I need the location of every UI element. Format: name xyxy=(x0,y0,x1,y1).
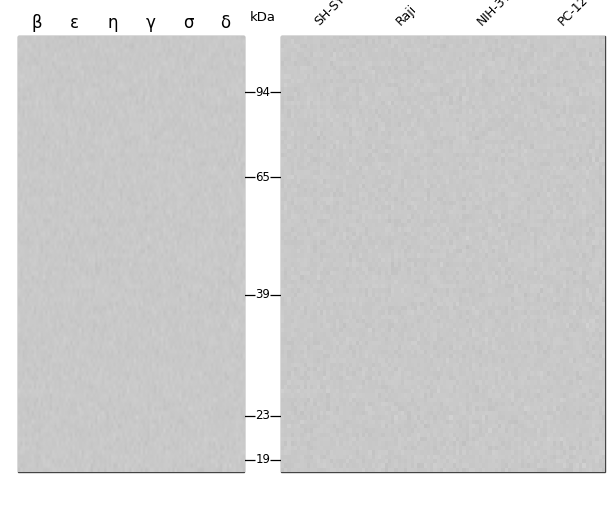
Text: ε: ε xyxy=(70,14,79,32)
Ellipse shape xyxy=(309,181,334,188)
Text: 19: 19 xyxy=(255,454,270,466)
Text: 94: 94 xyxy=(255,86,270,99)
Ellipse shape xyxy=(472,368,494,373)
Text: SH-SY5Y: SH-SY5Y xyxy=(312,0,359,28)
Ellipse shape xyxy=(384,363,421,378)
Text: NIH-3T3: NIH-3T3 xyxy=(474,0,519,28)
Text: η: η xyxy=(108,14,118,32)
Ellipse shape xyxy=(314,182,329,186)
Text: β: β xyxy=(32,14,43,32)
Ellipse shape xyxy=(302,365,341,377)
Ellipse shape xyxy=(546,365,582,376)
Ellipse shape xyxy=(296,363,348,379)
Text: 65: 65 xyxy=(255,171,270,183)
Text: PC-12: PC-12 xyxy=(555,0,590,28)
Text: δ: δ xyxy=(221,14,230,32)
Text: 39: 39 xyxy=(255,288,270,301)
Ellipse shape xyxy=(394,367,411,374)
Ellipse shape xyxy=(465,366,502,375)
Bar xyxy=(281,36,605,472)
Text: σ: σ xyxy=(183,14,193,32)
Ellipse shape xyxy=(305,180,338,189)
Ellipse shape xyxy=(214,366,237,375)
Text: γ: γ xyxy=(145,14,155,32)
Text: 23: 23 xyxy=(255,409,270,423)
Ellipse shape xyxy=(459,364,508,377)
Ellipse shape xyxy=(217,367,234,374)
Ellipse shape xyxy=(541,364,588,378)
Text: Raji: Raji xyxy=(393,3,419,28)
Ellipse shape xyxy=(310,367,333,374)
Ellipse shape xyxy=(389,365,416,376)
Bar xyxy=(18,36,244,472)
Ellipse shape xyxy=(554,368,575,374)
Ellipse shape xyxy=(221,369,231,373)
Text: kDa: kDa xyxy=(250,11,276,24)
